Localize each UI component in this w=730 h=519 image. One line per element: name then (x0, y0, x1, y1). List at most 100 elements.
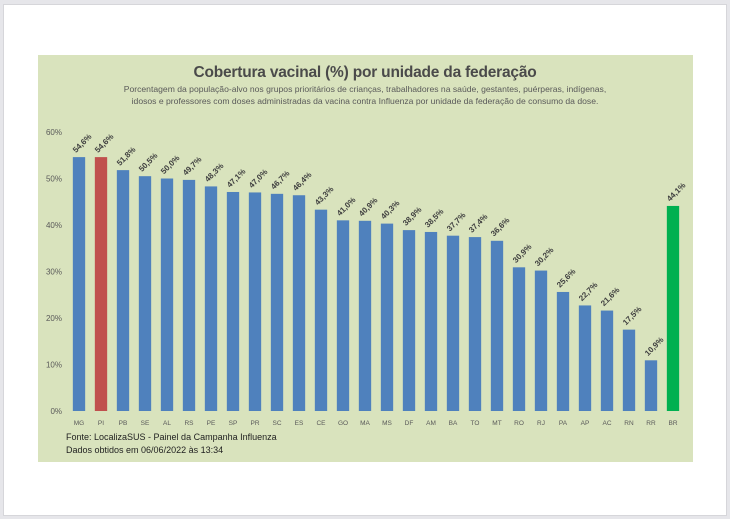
y-tick-label: 10% (46, 361, 62, 370)
x-tick-label-pe: PE (207, 420, 216, 427)
x-tick-label-go: GO (338, 420, 348, 427)
data-label-rn: 17,5% (621, 305, 643, 327)
data-label-sp: 47,1% (225, 167, 247, 189)
data-label-df: 38,9% (401, 205, 423, 227)
data-label-ma: 40,9% (357, 196, 379, 218)
x-tick-label-am: AM (426, 420, 436, 427)
bar-ma (358, 220, 372, 411)
bar-ba (446, 235, 460, 411)
bar-ap (578, 305, 592, 411)
x-tick-label-al: AL (163, 420, 171, 427)
bar-pi (94, 157, 108, 411)
data-date-text: Dados obtidos em 06/06/2022 às 13:34 (66, 444, 224, 455)
bars (72, 157, 680, 412)
bar-al (160, 178, 174, 411)
data-label-ac: 21,6% (599, 286, 621, 308)
chart-subtitle: Porcentagem da população-alvo nos grupos… (80, 84, 650, 107)
x-tick-label-rr: RR (646, 420, 656, 427)
x-axis: MG PI PB SE AL RS PE SP PR SC ES CE GO MA MS DF AM BA TO MT… (74, 420, 678, 427)
bar-sc (270, 193, 284, 411)
chart-subtitle-line-2: idosos e professores com doses administr… (131, 95, 599, 106)
data-label-pa: 25,6% (555, 267, 577, 289)
data-label-br: 44,1% (665, 181, 687, 203)
x-tick-label-pi: PI (98, 420, 104, 427)
x-tick-label-pa: PA (559, 420, 568, 427)
x-tick-label-ac: AC (602, 420, 611, 427)
data-label-pi: 54,6% (93, 132, 115, 154)
bar-mg (72, 157, 86, 411)
data-label-to: 37,4% (467, 212, 489, 234)
data-label-ro: 30,9% (511, 242, 533, 264)
data-label-rj: 30,2% (533, 246, 555, 268)
data-label-ap: 22,7% (577, 280, 599, 302)
x-tick-label-rs: RS (184, 420, 194, 427)
bar-sp (226, 191, 240, 411)
y-tick-label: 60% (46, 128, 62, 137)
data-label-pe: 48,3% (203, 161, 225, 183)
x-tick-label-pr: PR (250, 420, 259, 427)
x-tick-label-es: ES (295, 420, 304, 427)
bar-br (666, 205, 680, 411)
y-tick-label: 50% (46, 175, 62, 184)
bar-se (138, 176, 152, 411)
x-tick-label-mg: MG (74, 420, 84, 427)
bar-ce (314, 209, 328, 411)
data-label-sc: 46,7% (269, 169, 291, 191)
x-tick-label-mt: MT (492, 420, 501, 427)
bar-pr (248, 192, 262, 411)
data-label-ce: 43,3% (313, 185, 335, 207)
bar-rs (182, 179, 196, 411)
x-tick-label-rn: RN (624, 420, 634, 427)
data-label-go: 41,0% (335, 195, 357, 217)
x-tick-label-rj: RJ (537, 420, 545, 427)
data-label-ms: 40,3% (379, 199, 401, 221)
x-tick-label-ce: CE (316, 420, 326, 427)
data-label-pr: 47,0% (247, 167, 269, 189)
x-tick-label-br: BR (668, 420, 677, 427)
source-text: Fonte: LocalizaSUS - Painel da Campanha … (66, 432, 277, 442)
bar-to (468, 237, 482, 411)
chart-title: Cobertura vacinal (%) por unidade da fed… (193, 64, 537, 81)
data-label-ba: 37,7% (445, 211, 467, 233)
bar-pa (556, 291, 570, 411)
x-tick-label-sp: SP (229, 420, 238, 427)
data-label-am: 38,5% (423, 207, 445, 229)
data-label-es: 46,4% (291, 170, 313, 192)
bar-rr (644, 360, 658, 411)
data-label-se: 50,5% (137, 151, 159, 173)
bar-mt (490, 240, 504, 411)
bar-ms (380, 223, 394, 411)
y-axis: 0% 10% 20% 30% 40% 50% 60% (46, 128, 62, 416)
x-tick-label-ba: BA (449, 420, 458, 427)
x-tick-label-pb: PB (119, 420, 128, 427)
bar-pb (116, 170, 130, 411)
data-label-rs: 49,7% (181, 155, 203, 177)
x-tick-label-ma: MA (360, 420, 370, 427)
bar-rj (534, 270, 548, 411)
x-tick-label-df: DF (405, 420, 414, 427)
x-tick-label-ms: MS (382, 420, 392, 427)
x-tick-label-se: SE (141, 420, 150, 427)
source-note: Fonte: LocalizaSUS - Painel da Campanha … (66, 431, 277, 456)
x-tick-label-to: TO (471, 420, 480, 427)
bar-pe (204, 186, 218, 411)
bar-rn (622, 329, 636, 412)
bar-df (402, 230, 416, 411)
y-tick-label: 30% (46, 268, 62, 277)
data-label-al: 50,0% (159, 154, 181, 176)
data-label-mg: 54,6% (71, 132, 93, 154)
bar-es (292, 195, 306, 411)
x-tick-label-ro: RO (514, 420, 524, 427)
x-tick-label-ap: AP (581, 420, 590, 427)
data-label-mt: 36,6% (489, 216, 511, 238)
data-label-rr: 10,9% (643, 335, 665, 357)
bar-ro (512, 267, 526, 411)
chart-subtitle-line-1: Porcentagem da população-alvo nos grupos… (123, 84, 607, 94)
bar-go (336, 220, 350, 411)
y-tick-label: 0% (50, 407, 62, 416)
y-tick-label: 20% (46, 314, 62, 323)
x-tick-label-sc: SC (272, 420, 281, 427)
y-tick-label: 40% (46, 221, 62, 230)
bar-ac (600, 310, 614, 411)
